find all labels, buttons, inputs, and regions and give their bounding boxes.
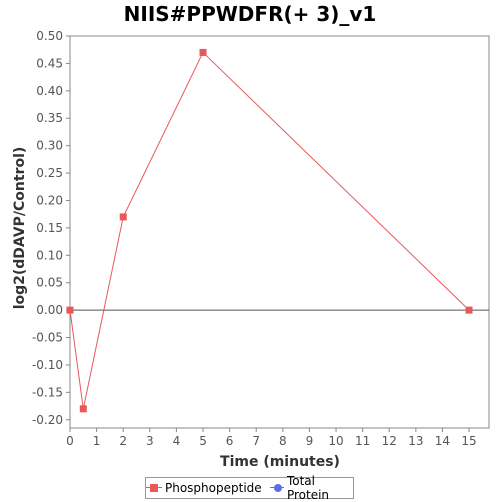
- x-axis-label: Time (minutes): [220, 454, 340, 470]
- data-point: [465, 306, 473, 314]
- x-tick-label: 1: [93, 434, 101, 448]
- x-tick-label: 8: [279, 434, 287, 448]
- y-tick-label: 0.50: [36, 29, 63, 43]
- y-tick-label: 0.45: [36, 56, 63, 70]
- x-tick-label: 7: [252, 434, 260, 448]
- data-point: [199, 48, 207, 56]
- legend-label-total-protein: Total Protein: [286, 474, 330, 502]
- x-tick-label: 14: [435, 434, 450, 448]
- x-tick-label: 9: [306, 434, 314, 448]
- total-protein-swatch-icon: [269, 482, 284, 494]
- chart-title: NIIS#PPWDFR(+ 3)_v1: [123, 2, 377, 26]
- x-tick-label: 13: [408, 434, 423, 448]
- x-tick-label: 3: [146, 434, 154, 448]
- y-tick-label: 0.35: [36, 111, 63, 125]
- data-point: [79, 405, 87, 413]
- y-tick-label: -0.20: [32, 413, 63, 427]
- y-tick-label: -0.15: [32, 385, 63, 399]
- y-tick-label: 0.00: [36, 303, 63, 317]
- y-tick-label: 0.40: [36, 84, 63, 98]
- plot-area: [69, 35, 490, 429]
- y-tick-label: 0.15: [36, 221, 63, 235]
- x-tick-label: 12: [382, 434, 397, 448]
- x-tick-label: 11: [355, 434, 370, 448]
- x-tick-label: 4: [173, 434, 181, 448]
- x-tick-label: 0: [66, 434, 74, 448]
- x-tick-label: 10: [328, 434, 343, 448]
- data-point: [66, 306, 74, 314]
- y-tick-label: 0.30: [36, 139, 63, 153]
- y-tick-label: 0.20: [36, 193, 63, 207]
- y-tick-label: -0.10: [32, 358, 63, 372]
- y-tick-label: 0.25: [36, 166, 63, 180]
- y-tick-label: 0.05: [36, 276, 63, 290]
- y-axis-label: log2(dDAVP/Control): [12, 147, 28, 310]
- data-point: [119, 213, 127, 221]
- phosphopeptide-swatch-icon: [146, 482, 162, 494]
- x-tick-label: 5: [199, 434, 207, 448]
- y-tick-label: -0.05: [32, 331, 63, 345]
- x-tick-label: 2: [119, 434, 127, 448]
- legend-item-phosphopeptide: Phosphopeptide: [146, 481, 262, 495]
- x-tick-label: 6: [226, 434, 234, 448]
- x-tick-label: 15: [461, 434, 476, 448]
- chart-legend: Phosphopeptide Total Protein: [145, 474, 354, 502]
- y-tick-label: 0.10: [36, 248, 63, 262]
- legend-item-total-protein: Total Protein: [269, 474, 353, 502]
- legend-label-phosphopeptide: Phosphopeptide: [165, 481, 262, 495]
